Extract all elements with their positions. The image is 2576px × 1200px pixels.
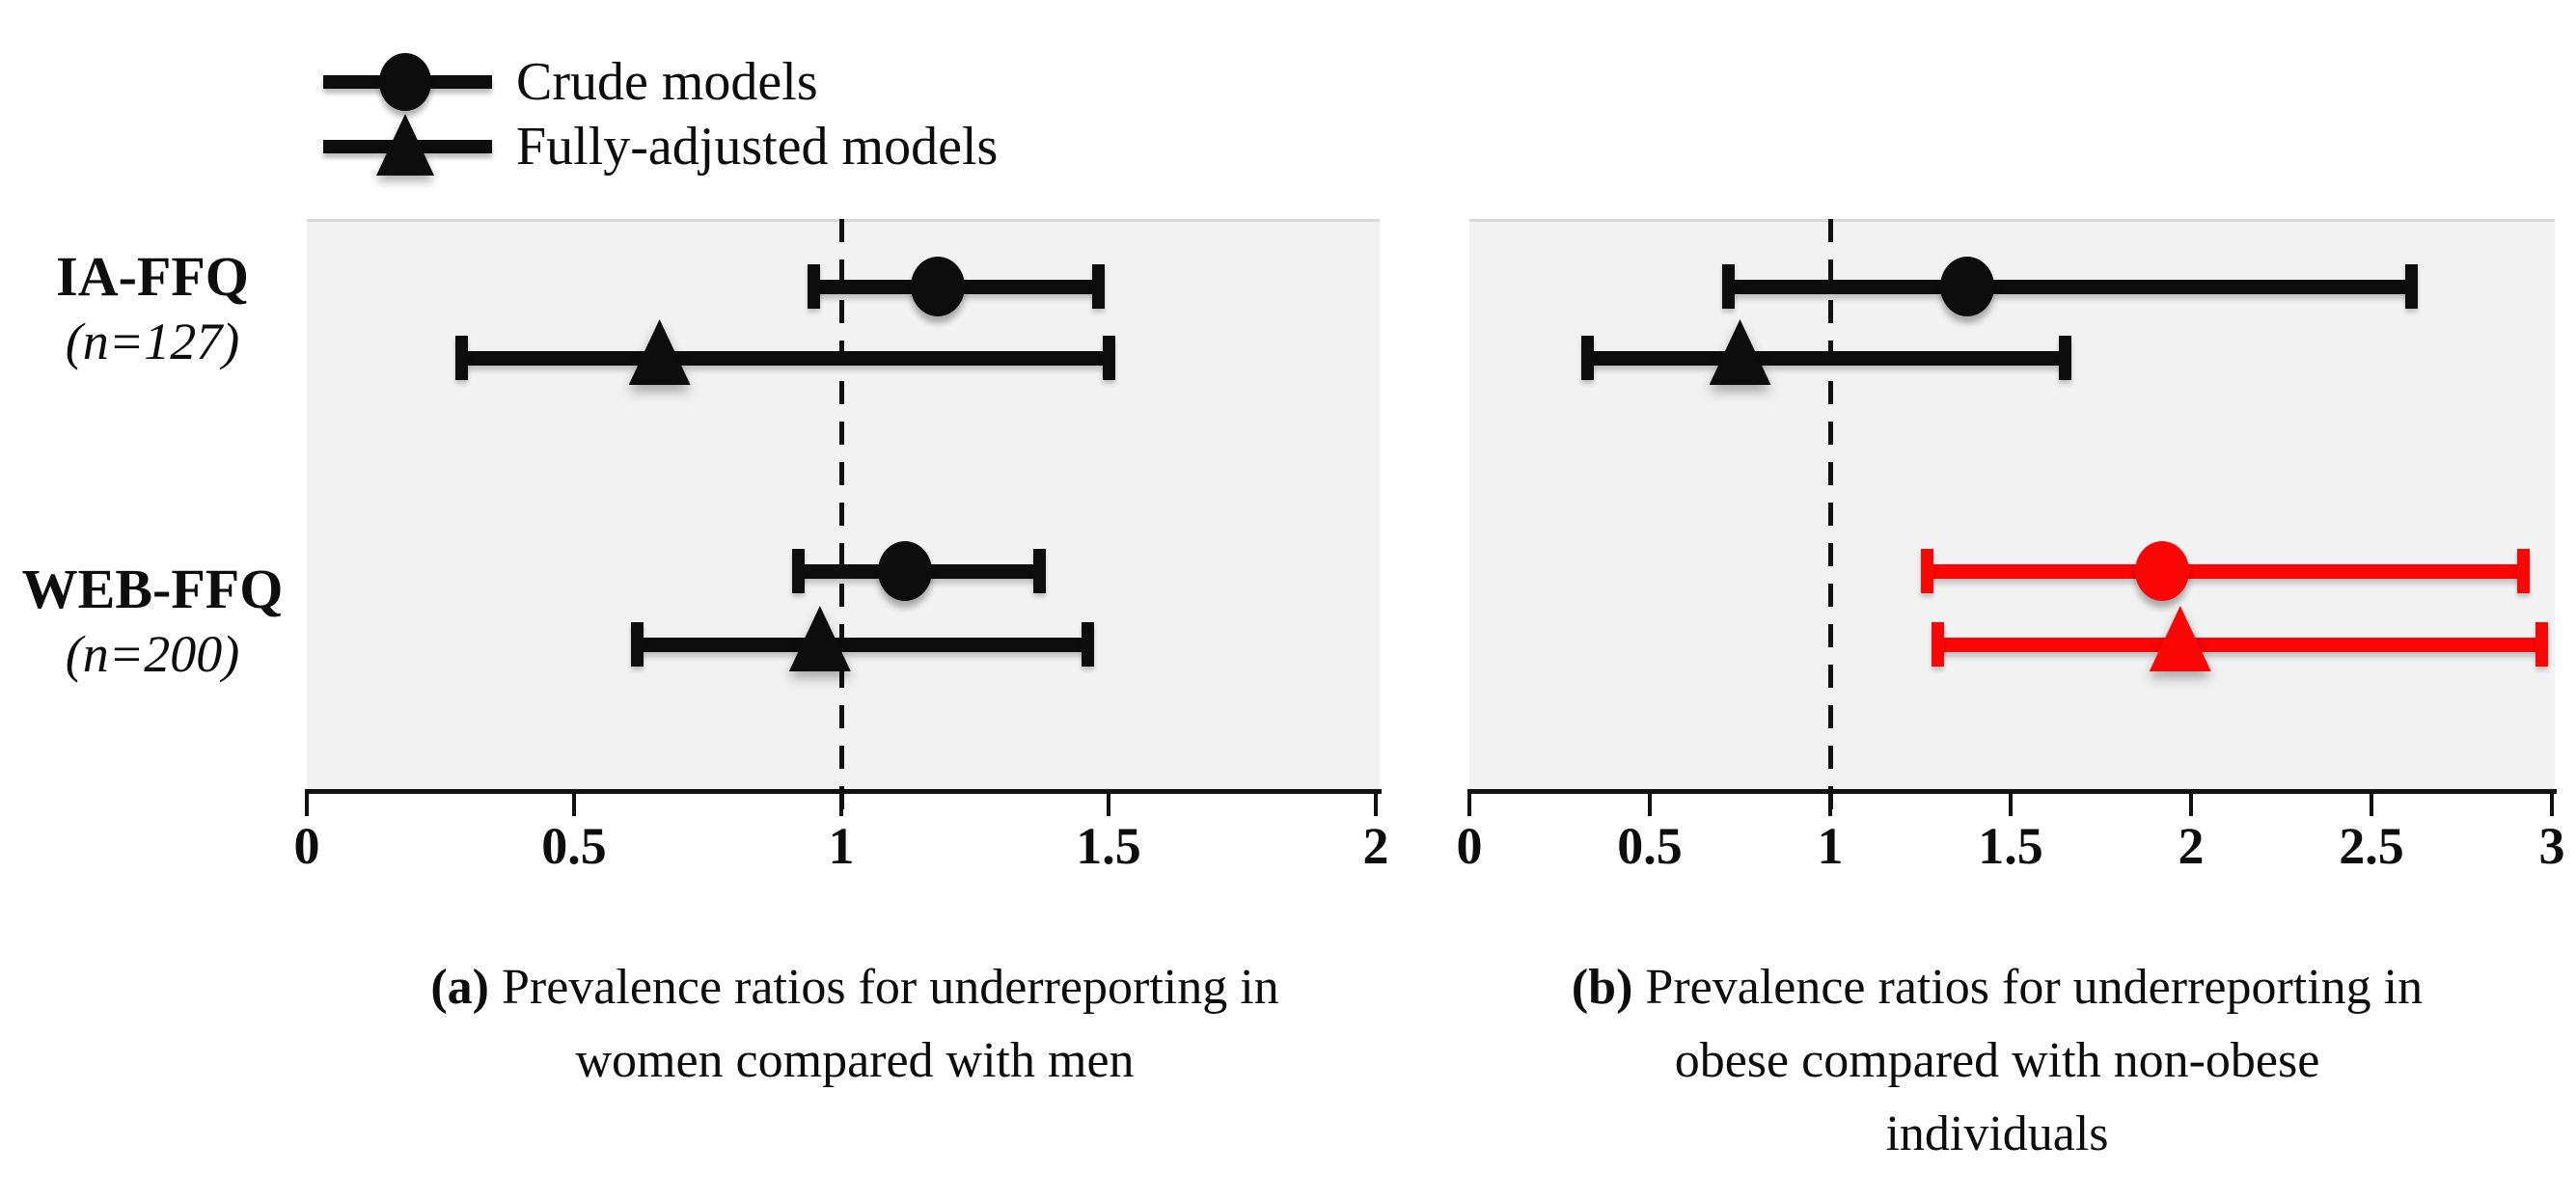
ci-cap-left [808, 264, 821, 309]
reference-line [1827, 219, 1833, 818]
ci-cap-right [2517, 549, 2531, 593]
x-axis-tick-label: 0 [1456, 817, 1483, 875]
marker-triangle-icon [628, 319, 691, 385]
x-axis-tick-label: 0 [293, 817, 320, 875]
marker-circle-icon [878, 541, 933, 601]
reference-line [838, 219, 844, 818]
circle-icon [379, 53, 431, 111]
caption-b: (b) Prevalence ratios for underreporting… [1409, 951, 2576, 1171]
ci-line [1938, 638, 2541, 652]
caption-prefix: (a) [430, 960, 489, 1015]
ci-cap-right [1081, 622, 1094, 667]
x-axis-tick-label: 0.5 [1617, 817, 1683, 875]
caption-prefix: (b) [1571, 960, 1633, 1015]
x-axis-tick-label: 2 [1362, 817, 1389, 875]
ci-cap-right [1103, 336, 1115, 380]
ci-cap-right [2059, 336, 2072, 380]
ci-cap-left [454, 336, 468, 380]
x-axis-tick-label: 3 [2538, 817, 2565, 875]
x-axis-tick [572, 793, 576, 816]
x-axis-tick [2550, 793, 2554, 816]
legend-label-crude: Crude models [516, 52, 818, 112]
x-axis [305, 789, 1382, 794]
marker-triangle-icon [1709, 319, 1771, 385]
ci-cap-left [791, 549, 805, 593]
marker-triangle-icon [788, 606, 851, 671]
ci-cap-right [2535, 622, 2548, 667]
ci-cap-left [1920, 549, 1933, 593]
x-axis-tick-label: 1 [828, 817, 855, 875]
caption-line: women compared with men [575, 1033, 1135, 1088]
row-label-ia-ffq: IA-FFQ (n=127) [5, 243, 300, 372]
ci-line [461, 351, 1109, 366]
ci-cap-right [1091, 264, 1105, 309]
ci-cap-left [631, 622, 644, 667]
x-axis-tick [839, 793, 843, 816]
group-name: WEB-FFQ [21, 558, 284, 620]
x-axis-tick-label: 2 [2178, 817, 2205, 875]
caption-a: (a) Prevalence ratios for underreporting… [228, 951, 1482, 1098]
triangle-icon [376, 114, 434, 176]
x-axis-tick [1107, 793, 1110, 816]
group-n: (n=200) [65, 625, 240, 683]
x-axis-tick [2189, 793, 2193, 816]
marker-circle-icon [1940, 257, 1995, 316]
legend-label-fully-adjusted: Fully-adjusted models [516, 117, 999, 177]
ci-cap-left [1722, 264, 1736, 309]
x-axis-tick [1648, 793, 1652, 816]
ci-cap-left [1581, 336, 1595, 380]
ci-line [638, 638, 1087, 652]
caption-line: individuals [1885, 1106, 2109, 1161]
marker-circle-icon [910, 257, 965, 316]
ci-line [1729, 280, 2412, 294]
x-axis [1467, 789, 2557, 794]
x-axis-tick [2009, 793, 2013, 816]
row-label-web-ffq: WEB-FFQ (n=200) [5, 556, 300, 685]
x-axis-tick [1374, 793, 1378, 816]
caption-line: (b) Prevalence ratios for underreporting… [1571, 960, 2424, 1015]
plot-area [1469, 219, 2555, 792]
x-axis-tick-label: 0.5 [541, 817, 607, 875]
caption-line: (a) Prevalence ratios for underreporting… [430, 960, 1279, 1015]
x-axis-tick [2370, 793, 2373, 816]
ci-cap-right [1032, 549, 1046, 593]
triangle-shape [1709, 319, 1771, 385]
x-axis-tick [305, 793, 309, 816]
marker-triangle-icon [2149, 606, 2211, 671]
x-axis-tick [1467, 793, 1471, 816]
x-axis-tick-label: 1.5 [1978, 817, 2043, 875]
ci-line [1588, 351, 2066, 366]
triangle-shape [2149, 606, 2211, 671]
x-axis-tick [1828, 793, 1832, 816]
group-n: (n=127) [65, 313, 240, 370]
x-axis-tick-label: 2.5 [2339, 817, 2404, 875]
ci-cap-left [1932, 622, 1945, 667]
caption-line: obese compared with non-obese [1674, 1033, 2320, 1088]
x-axis-tick-label: 1 [1817, 817, 1844, 875]
marker-circle-icon [2135, 541, 2190, 601]
group-name: IA-FFQ [56, 245, 249, 308]
x-axis-tick-label: 1.5 [1076, 817, 1141, 875]
ci-line [1927, 564, 2524, 579]
ci-cap-right [2405, 264, 2419, 309]
